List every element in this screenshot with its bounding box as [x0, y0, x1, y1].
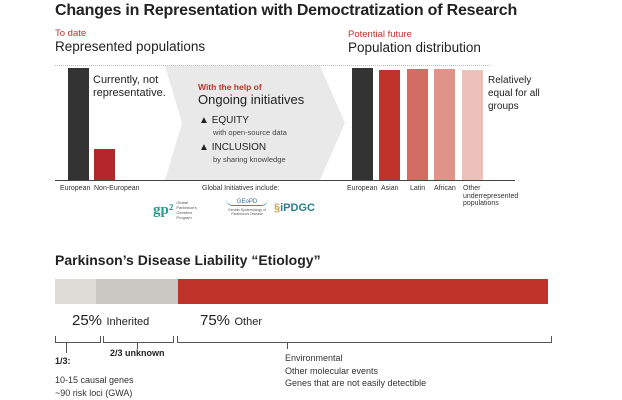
bracket-unknown	[103, 336, 174, 343]
inherited-text: Inherited	[106, 316, 150, 328]
known-details: 10-15 causal genes ~90 risk loci (GWA)	[55, 374, 134, 399]
tick-known	[66, 343, 67, 353]
known-line: ~90 risk loci (GWA)	[55, 387, 133, 398]
bracket-other	[177, 336, 552, 343]
dna-icon: §	[274, 202, 281, 214]
left-kicker: To date	[55, 28, 87, 39]
other-line: Other molecular events	[285, 365, 379, 376]
right-note: Relatively equal for all groups	[488, 75, 540, 112]
inclusion-detail: by sharing knowledge	[213, 155, 286, 164]
bar-label: Latin	[410, 185, 426, 192]
bar-label: Asian	[381, 185, 399, 192]
bar-european	[352, 68, 373, 180]
known-fraction: 1/3:	[55, 356, 71, 366]
bar-label: Other underrepresented populations	[463, 185, 519, 207]
other-details: Environmental Other molecular events Gen…	[285, 352, 426, 390]
logos-caption: Global Initiatives include:	[202, 185, 280, 192]
geopd-logo: GEoPD Genetic Epidemiology of Parkinson'…	[226, 199, 268, 216]
inherited-pct: 25%	[72, 312, 103, 329]
etiology-segment-0	[55, 279, 96, 304]
page-title: Changes in Representation with Democtrat…	[55, 2, 518, 19]
inherited-label: 25% Inherited	[72, 312, 149, 330]
right-heading: Population distribution	[348, 40, 481, 55]
bar-label: African	[434, 185, 456, 192]
top-dotted-line	[55, 65, 490, 66]
bar-label: European	[347, 185, 378, 192]
unknown-fraction: 2/3 unknown	[110, 348, 165, 358]
bar-non-european	[94, 148, 115, 180]
bar-european	[68, 68, 89, 180]
baseline	[55, 180, 515, 181]
gp2-logo: gp² Global Parkinson's Genetics Program	[153, 200, 197, 220]
other-line: Environmental	[285, 353, 343, 363]
ipdgc-logo: §iPDGC	[274, 202, 315, 214]
other-text: Other	[234, 316, 262, 328]
bracket-known	[55, 336, 101, 343]
chevron-arrow	[165, 66, 345, 180]
inclusion-item: ▲ INCLUSION	[199, 142, 267, 153]
other-pct: 75%	[200, 312, 231, 329]
middle-heading: Ongoing initiatives	[198, 92, 305, 107]
other-label: 75% Other	[200, 312, 262, 330]
known-line: 10-15 causal genes	[55, 375, 134, 385]
etiology-segment-1	[95, 279, 179, 304]
inclusion-title: INCLUSION	[211, 142, 267, 153]
bar-label: Non-European	[94, 185, 140, 192]
bar-asian	[379, 70, 400, 180]
tick-other	[287, 343, 288, 349]
right-kicker: Potential future	[348, 29, 412, 40]
equity-title: EQUITY	[211, 115, 249, 126]
left-heading: Represented populations	[55, 39, 206, 54]
bar-label: European	[60, 185, 91, 192]
tick-unknown	[137, 343, 138, 349]
middle-kicker: With the help of	[198, 82, 262, 92]
equity-item: ▲ EQUITY	[199, 115, 249, 126]
left-note: Currently, not representative.	[93, 74, 166, 99]
bar-latin	[407, 69, 428, 180]
bar-african	[434, 69, 455, 180]
other-line: Genes that are not easily detectible	[285, 378, 427, 388]
etiology-segment-2	[178, 279, 548, 304]
equity-detail: with open-source data	[213, 128, 287, 137]
bar-other-underrepresented-populations	[462, 70, 483, 180]
etiology-bar	[55, 279, 548, 304]
etiology-title: Parkinson’s Disease Liability “Etiology”	[55, 252, 321, 268]
